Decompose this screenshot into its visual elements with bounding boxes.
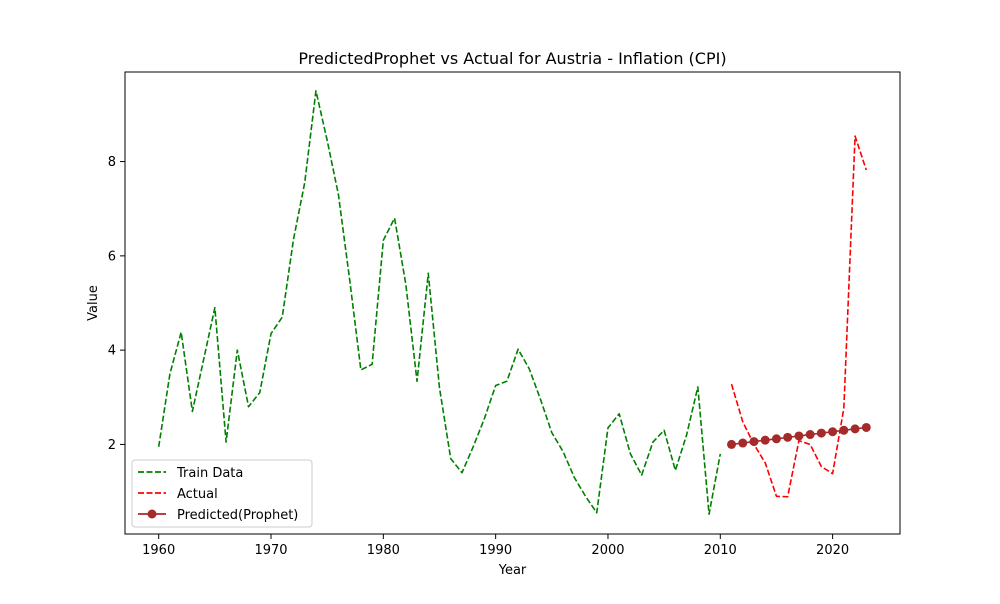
predicted-point [771, 434, 781, 444]
x-tick-label: 2000 [591, 543, 624, 558]
y-tick-label: 2 [108, 438, 116, 453]
x-tick-label: 1960 [142, 543, 175, 558]
x-axis: 1960 1970 1980 1990 2000 2010 2020 [142, 534, 849, 558]
predicted-point [783, 432, 793, 442]
predicted-point [861, 422, 871, 432]
predicted-point [794, 431, 804, 441]
chart-title: PredictedProphet vs Actual for Austria -… [298, 49, 726, 68]
legend-box [131, 459, 313, 528]
plot-area [157, 90, 871, 516]
y-axis-label: Value [86, 285, 101, 321]
x-tick-label: 1980 [367, 543, 400, 558]
x-tick-label: 1970 [254, 543, 287, 558]
predicted-point [760, 435, 770, 445]
x-axis-label: Year [498, 563, 527, 578]
x-tick-label: 1990 [479, 543, 512, 558]
y-tick-label: 8 [108, 155, 116, 170]
predicted-point [738, 438, 748, 448]
x-tick-label: 2010 [704, 543, 737, 558]
y-tick-label: 4 [108, 344, 116, 359]
y-axis: 2 4 6 8 [108, 155, 125, 453]
train-data-line [157, 90, 722, 516]
x-tick-label: 2020 [816, 543, 849, 558]
legend-actual-label: Actual [177, 487, 218, 502]
predicted-point [850, 424, 860, 434]
predicted-point [828, 427, 838, 437]
predicted-point [816, 428, 826, 438]
legend-predicted-marker [147, 509, 157, 519]
legend: Train Data Actual Predicted(Prophet) [131, 459, 313, 528]
predicted-point [805, 430, 815, 440]
plot-frame [124, 71, 901, 535]
legend-predicted-label: Predicted(Prophet) [177, 508, 298, 523]
predicted-point [749, 437, 759, 447]
predicted-point [839, 425, 849, 435]
predicted-point [727, 439, 737, 449]
legend-train-label: Train Data [176, 466, 243, 481]
y-tick-label: 6 [108, 249, 116, 264]
